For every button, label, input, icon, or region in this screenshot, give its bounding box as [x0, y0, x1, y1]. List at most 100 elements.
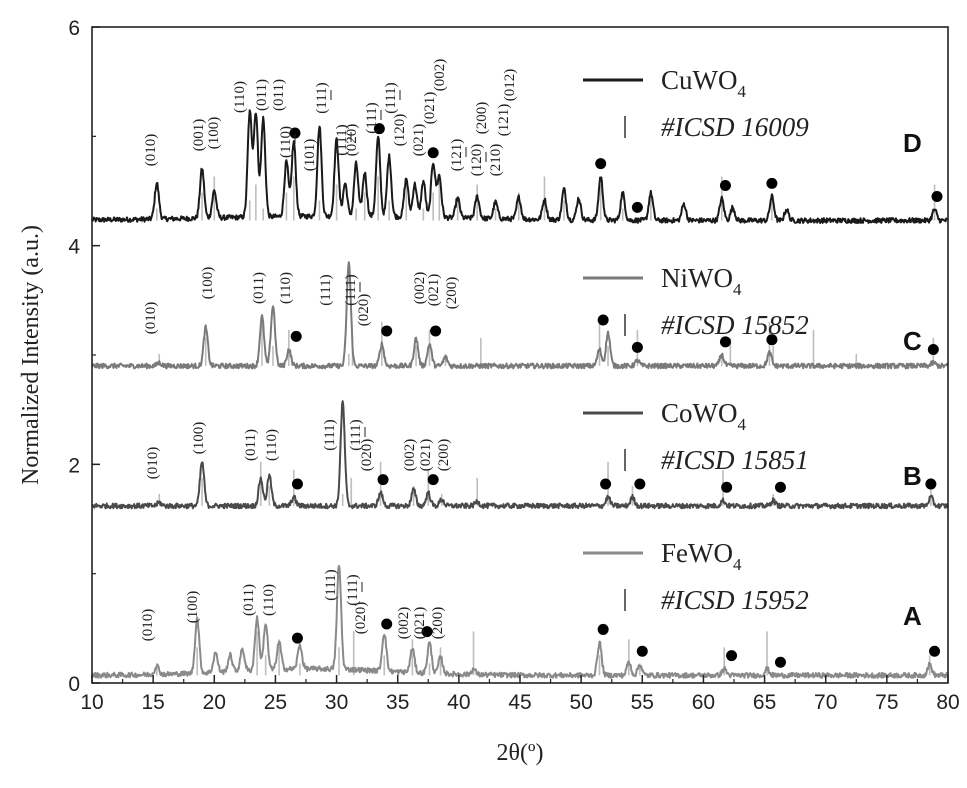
fewo4-hkl-label: (200): [430, 607, 446, 640]
cuwo4-phase-marker: [595, 158, 607, 170]
niwo4-phase-marker: [719, 336, 731, 348]
fewo4-phase-marker: [726, 650, 738, 662]
niwo4-phase-marker: [927, 344, 939, 356]
cuwo4-hkl-label: (120): [469, 144, 485, 177]
cuwo4-phase-marker: [427, 147, 439, 159]
cuwo4-phase-marker: [766, 177, 778, 189]
cuwo4-hkl-label: (020): [344, 124, 360, 157]
hkl-labels-layer: (010) (001) (100)(110) (011) (011)(110) (101)…: [140, 59, 518, 642]
niwo4-hkl-label: (110): [278, 272, 294, 304]
cowo4-hkl-label: (110): [264, 429, 280, 461]
x-axis-title: 2θ(º): [497, 740, 544, 766]
y-tick-label: 0: [68, 673, 80, 696]
cuwo4-hkl-label: (111): [364, 102, 380, 133]
cuwo4-phase-marker: [373, 123, 385, 135]
cowo4-hkl-label: (020): [359, 439, 375, 472]
x-tick-label: 20: [203, 691, 226, 714]
cuwo4-hkl-label: (001): [191, 119, 207, 152]
fewo4-phase-marker: [421, 626, 433, 638]
fewo4-hkl-label: (110): [261, 584, 277, 616]
cuwo4-hkl-label: (002): [432, 59, 448, 92]
niwo4-phase-marker: [381, 325, 393, 337]
cuwo4-hkl-label: (110): [278, 126, 294, 158]
x-tick-label: 35: [386, 691, 409, 714]
cowo4-hkl-label: (010): [145, 447, 161, 480]
niwo4-legend-label: NiWO4: [661, 263, 742, 299]
fewo4-phase-marker: [929, 645, 941, 657]
fewo4-panel-letter: A: [903, 601, 922, 631]
cowo4-hkl-label: (200): [436, 439, 452, 472]
fewo4-hkl-label: (100): [185, 591, 201, 624]
cowo4-panel-letter: B: [903, 461, 922, 491]
cowo4-hkl-label: (111): [348, 419, 364, 450]
niwo4-hkl-label: (010): [143, 302, 159, 335]
niwo4-hkl-label: (020): [356, 294, 372, 327]
cuwo4-phase-marker: [719, 180, 731, 192]
fewo4-hkl-label: (021): [412, 607, 428, 640]
fewo4-pattern-line: [91, 564, 949, 679]
cuwo4-legend-reference: #ICSD 16009: [661, 112, 809, 142]
cuwo4-hkl-label: (111): [383, 82, 399, 113]
niwo4-hkl-label: (111): [343, 274, 359, 305]
x-tick-label: 15: [141, 691, 164, 714]
niwo4-panel-letter: C: [903, 326, 922, 356]
y-tick-label: 6: [68, 17, 80, 40]
x-tick-label: 30: [325, 691, 348, 714]
y-tick-label: 4: [68, 236, 80, 259]
cowo4-phase-marker: [600, 478, 612, 490]
fewo4-hkl-label: (111): [323, 569, 339, 600]
cowo4-hkl-label: (111): [322, 419, 338, 450]
fewo4-hkl-label: (020): [353, 602, 369, 635]
cowo4-phase-marker: [291, 478, 303, 490]
cuwo4-hkl-label: (121): [496, 104, 512, 137]
x-tick-label: 75: [875, 691, 898, 714]
y-tick-label: 2: [68, 454, 80, 477]
cuwo4-hkl-label: (012): [502, 69, 518, 102]
cuwo4-hkl-label: (111): [314, 82, 330, 113]
niwo4-hkl-label: (011): [251, 272, 267, 304]
cowo4-legend-reference: #ICSD 15851: [661, 445, 809, 475]
x-tick-label: 70: [814, 691, 837, 714]
cowo4-phase-marker: [377, 474, 389, 486]
cuwo4-hkl-label: (100): [206, 117, 222, 150]
axes-layer: 10 15 20 25 30 35 40 45 50 55 60 65 70 75 80 0 2 4 6 2θ(º) N…: [18, 17, 960, 766]
cowo4-hkl-label: (011): [243, 429, 259, 461]
cuwo4-hkl-label: (011): [271, 79, 287, 111]
cowo4-legend-label: CoWO4: [661, 398, 747, 434]
fewo4-phase-marker: [291, 632, 303, 644]
cuwo4-phase-marker: [631, 201, 643, 213]
niwo4-phase-marker: [597, 314, 609, 326]
cuwo4-hkl-label: (110): [232, 81, 248, 113]
fewo4-hkl-label: (010): [140, 609, 156, 642]
x-tick-label: 45: [508, 691, 531, 714]
niwo4-hkl-label: (021): [426, 274, 442, 307]
fewo4-phase-marker: [636, 645, 648, 657]
fewo4-legend-reference: #ICSD 15952: [661, 585, 809, 615]
fewo4-phase-marker: [774, 656, 786, 668]
cuwo4-hkl-label: (120): [392, 114, 408, 147]
niwo4-phase-marker: [631, 341, 643, 353]
x-tick-label: 50: [569, 691, 592, 714]
niwo4-legend-reference: #ICSD 15852: [661, 310, 809, 340]
cuwo4-hkl-label: (021): [422, 92, 438, 125]
niwo4-hkl-label: (100): [200, 267, 216, 300]
niwo4-phase-marker: [766, 334, 778, 346]
x-tick-label: 65: [753, 691, 776, 714]
cuwo4-hkl-label: (010): [143, 134, 159, 167]
cuwo4-hkl-label: (121): [449, 139, 465, 172]
x-tick-label: 40: [447, 691, 470, 714]
cowo4-phase-marker: [634, 478, 646, 490]
fewo4-hkl-label: (011): [241, 584, 257, 616]
cuwo4-phase-marker: [931, 190, 943, 202]
cowo4-hkl-label: (021): [418, 439, 434, 472]
cuwo4-hkl-label: (021): [411, 124, 427, 157]
cowo4-pattern-line: [91, 400, 949, 510]
x-tick-label: 25: [264, 691, 287, 714]
niwo4-phase-marker: [290, 330, 302, 342]
cowo4-phase-marker: [925, 478, 937, 490]
niwo4-pattern-line: [91, 261, 949, 370]
fewo4-legend-label: FeWO4: [661, 538, 742, 574]
cuwo4-hkl-label: (210): [488, 144, 504, 177]
x-tick-label: 80: [936, 691, 959, 714]
